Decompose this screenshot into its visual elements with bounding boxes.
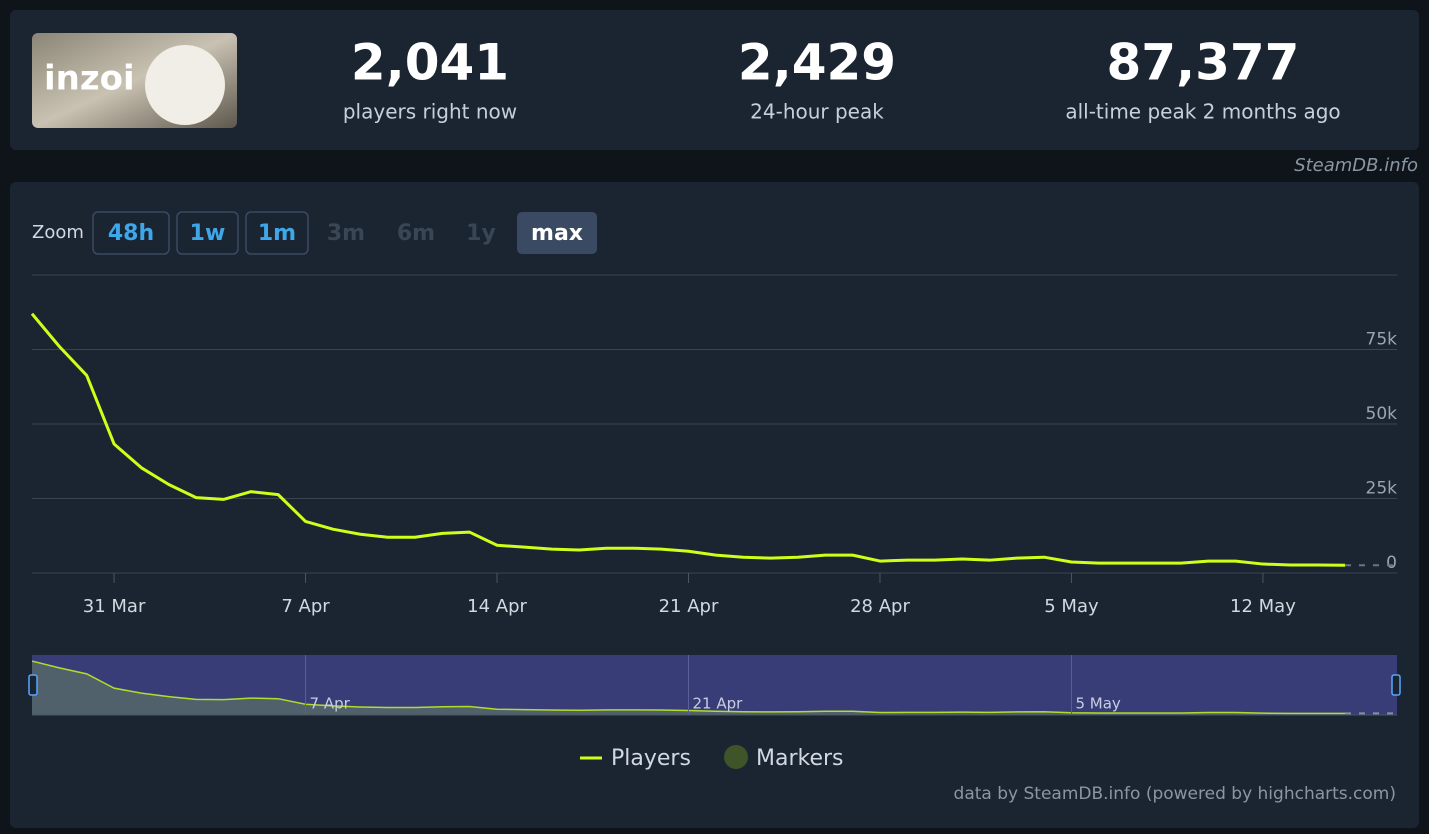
legend-markers-swatch[interactable] — [724, 745, 748, 769]
zoom-button-label: 3m — [327, 221, 365, 246]
players-line — [30, 312, 1346, 567]
logo-cat — [145, 45, 225, 125]
x-tick-label: 12 May — [1230, 596, 1296, 617]
stat-label: all-time peak 2 months ago — [1065, 100, 1340, 124]
zoom-button-label: 1y — [466, 221, 496, 246]
zoom-button[interactable] — [92, 211, 170, 255]
x-tick-label: 28 Apr — [850, 596, 910, 617]
legend-players[interactable]: Players — [611, 746, 691, 771]
x-tick-label: 14 Apr — [467, 596, 527, 617]
zoom-button[interactable] — [517, 212, 597, 254]
navigator-area — [32, 661, 1345, 715]
y-tick-label: 0 — [1386, 553, 1397, 573]
y-tick-label: 25k — [1366, 479, 1398, 499]
x-tick-label: 31 Mar — [83, 596, 146, 617]
navigator-label: 5 May — [1075, 695, 1120, 713]
x-tick-label: 5 May — [1044, 596, 1099, 617]
legend-markers[interactable]: Markers — [756, 746, 844, 771]
x-tick-label: 7 Apr — [281, 596, 330, 617]
y-tick-label: 75k — [1366, 330, 1398, 350]
stat-value: 87,377 — [1107, 34, 1300, 92]
stat-value: 2,429 — [738, 34, 896, 92]
zoom-button[interactable] — [176, 211, 239, 255]
zoom-button-label: 6m — [397, 221, 435, 246]
stat-label: players right now — [343, 100, 517, 124]
navigator-label: 21 Apr — [693, 695, 744, 713]
zoom-button-label[interactable]: 1m — [258, 221, 296, 246]
credit: data by SteamDB.info (powered by highcha… — [954, 784, 1396, 804]
y-tick-label: 50k — [1366, 404, 1398, 424]
zoom-button-label[interactable]: 48h — [108, 221, 154, 246]
stat-value: 2,041 — [351, 34, 509, 92]
logo-text: inzoi — [44, 59, 135, 99]
stat-label: 24-hour peak — [750, 100, 884, 124]
chart-card — [10, 182, 1419, 828]
navigator-handle[interactable] — [28, 674, 38, 696]
navigator-label: 7 Apr — [310, 695, 351, 713]
zoom-button-label[interactable]: max — [531, 221, 583, 246]
stats-card — [10, 10, 1419, 150]
zoom-button-label[interactable]: 1w — [190, 221, 226, 246]
zoom-button[interactable] — [245, 211, 309, 255]
source: SteamDB.info — [1294, 155, 1418, 176]
x-tick-label: 21 Apr — [659, 596, 719, 617]
zoom-label: Zoom — [32, 222, 84, 243]
navigator-handle[interactable] — [1391, 674, 1401, 696]
